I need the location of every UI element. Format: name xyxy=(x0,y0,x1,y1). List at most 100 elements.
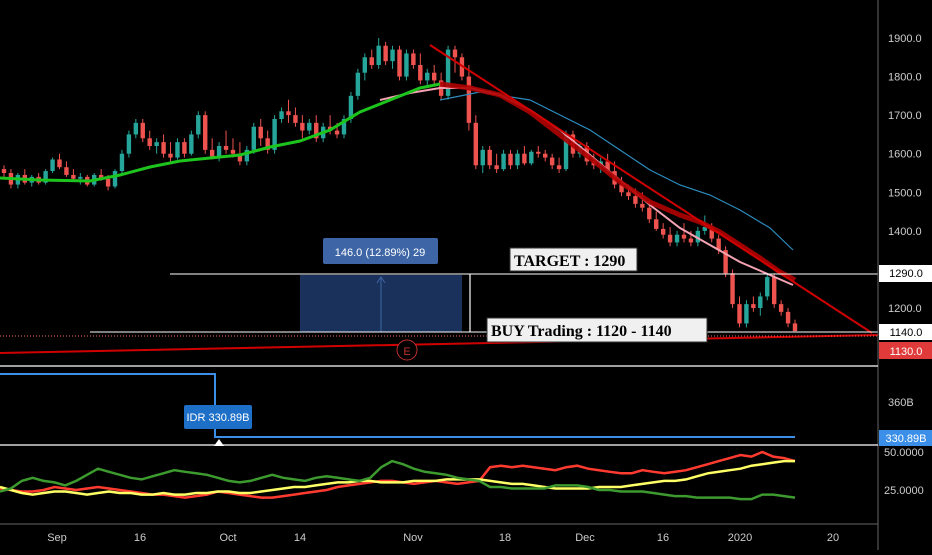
time-tick-label: 16 xyxy=(657,532,669,544)
candle-body xyxy=(543,153,548,158)
candle-body xyxy=(265,138,270,150)
candle-body xyxy=(98,174,104,179)
candle-body xyxy=(1,169,7,173)
candle xyxy=(272,115,277,154)
candle xyxy=(515,149,520,170)
candle-body xyxy=(397,49,402,77)
candle xyxy=(765,273,770,301)
earnings-marker[interactable]: E xyxy=(396,339,418,361)
candle xyxy=(307,119,312,135)
candle-body xyxy=(404,53,409,77)
candle xyxy=(744,300,749,328)
candle-body xyxy=(168,153,173,158)
candle-body xyxy=(744,304,749,324)
candle-body xyxy=(307,122,312,131)
candle xyxy=(293,107,298,127)
candle-body xyxy=(737,304,742,324)
candle-body xyxy=(189,134,194,154)
candle xyxy=(355,68,361,100)
osc-tick-50: 50.0000 xyxy=(884,447,924,459)
price-tick-label: 1900.0 xyxy=(888,33,922,45)
candle-body xyxy=(674,234,680,243)
candle-body xyxy=(175,142,180,158)
candle xyxy=(466,65,472,131)
candle-body xyxy=(244,149,250,162)
measure-label-text: 146.0 (12.89%) 29 xyxy=(335,247,426,259)
candle-body xyxy=(688,238,694,243)
buy-label-text: BUY Trading : 1120 - 1140 xyxy=(491,323,672,340)
candle-body xyxy=(314,122,319,139)
time-tick-label: Sep xyxy=(47,532,67,544)
candle xyxy=(660,223,666,239)
candle xyxy=(314,115,319,143)
oscillator-series-2 xyxy=(0,459,796,501)
earnings-marker-text: E xyxy=(403,346,410,358)
price-tick-label: 1700.0 xyxy=(888,110,922,122)
candle xyxy=(112,169,118,189)
buy-price-tag-text: 1140.0 xyxy=(890,327,923,339)
candle-body xyxy=(716,238,721,251)
candle xyxy=(182,138,187,158)
candle xyxy=(737,296,742,328)
candle xyxy=(203,111,208,154)
candle-body xyxy=(383,45,388,62)
candle-body xyxy=(522,153,527,164)
oscillator-series-1 xyxy=(0,459,795,496)
value-marker xyxy=(214,439,224,446)
candle xyxy=(494,153,499,173)
candle-body xyxy=(300,122,305,131)
candle xyxy=(341,115,347,139)
candle xyxy=(300,115,305,139)
candle xyxy=(667,227,673,247)
candle xyxy=(369,49,374,69)
candle xyxy=(452,45,458,73)
time-tick-label: 16 xyxy=(134,532,146,544)
candle xyxy=(265,130,270,154)
candle xyxy=(418,53,423,85)
candle xyxy=(501,149,506,172)
support-line xyxy=(0,334,879,354)
candle-body xyxy=(494,165,499,170)
measure-label: 146.0 (12.89%) 29 xyxy=(323,238,438,264)
candle-body xyxy=(480,149,485,166)
candle-body xyxy=(348,95,354,119)
candle-body xyxy=(230,149,236,154)
candle xyxy=(556,157,562,173)
oscillator-panel xyxy=(0,450,796,501)
candle xyxy=(397,45,402,81)
time-tick-label: Oct xyxy=(219,532,236,544)
candle xyxy=(71,169,76,181)
candle-body xyxy=(508,153,513,166)
support-price-tag-text: 1130.0 xyxy=(890,346,923,358)
buy-label: BUY Trading : 1120 - 1140 xyxy=(486,317,708,343)
candle-body xyxy=(605,161,610,172)
candle-body xyxy=(105,178,111,187)
candle-body xyxy=(709,227,714,239)
candle-body xyxy=(647,207,652,220)
support-price-tag: 1130.0 xyxy=(879,342,932,359)
candle-body xyxy=(536,151,541,154)
candle-body xyxy=(640,203,645,208)
candle xyxy=(251,122,256,154)
candle-body xyxy=(702,227,707,231)
candle xyxy=(445,45,451,100)
candle xyxy=(508,149,513,170)
candle xyxy=(695,227,701,247)
candle-body xyxy=(161,142,166,154)
time-axis[interactable]: Sep 16 Oct 14 Nov 18 Dec 16 2020 20 xyxy=(47,532,839,544)
candle-body xyxy=(681,234,687,239)
candle-body xyxy=(112,171,118,187)
value-label-box xyxy=(184,405,252,429)
candle-body xyxy=(751,304,756,308)
candle-body xyxy=(445,49,451,96)
candle xyxy=(778,300,784,316)
candle-body xyxy=(154,142,159,146)
candle-body xyxy=(563,134,569,170)
time-tick-label: Nov xyxy=(403,532,423,544)
candle xyxy=(792,319,798,332)
candle xyxy=(223,130,229,154)
value-price-tag-text: 330.89B xyxy=(886,433,927,445)
candle-body xyxy=(133,122,139,135)
